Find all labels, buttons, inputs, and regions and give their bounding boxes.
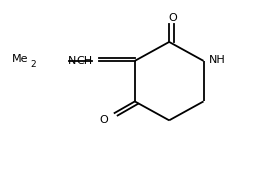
Text: Me: Me [12, 54, 29, 64]
Text: NH: NH [209, 55, 226, 65]
Text: CH: CH [76, 56, 93, 66]
Text: O: O [99, 115, 108, 125]
Text: 2: 2 [30, 60, 36, 69]
Text: N: N [68, 56, 77, 66]
Text: O: O [168, 13, 177, 23]
